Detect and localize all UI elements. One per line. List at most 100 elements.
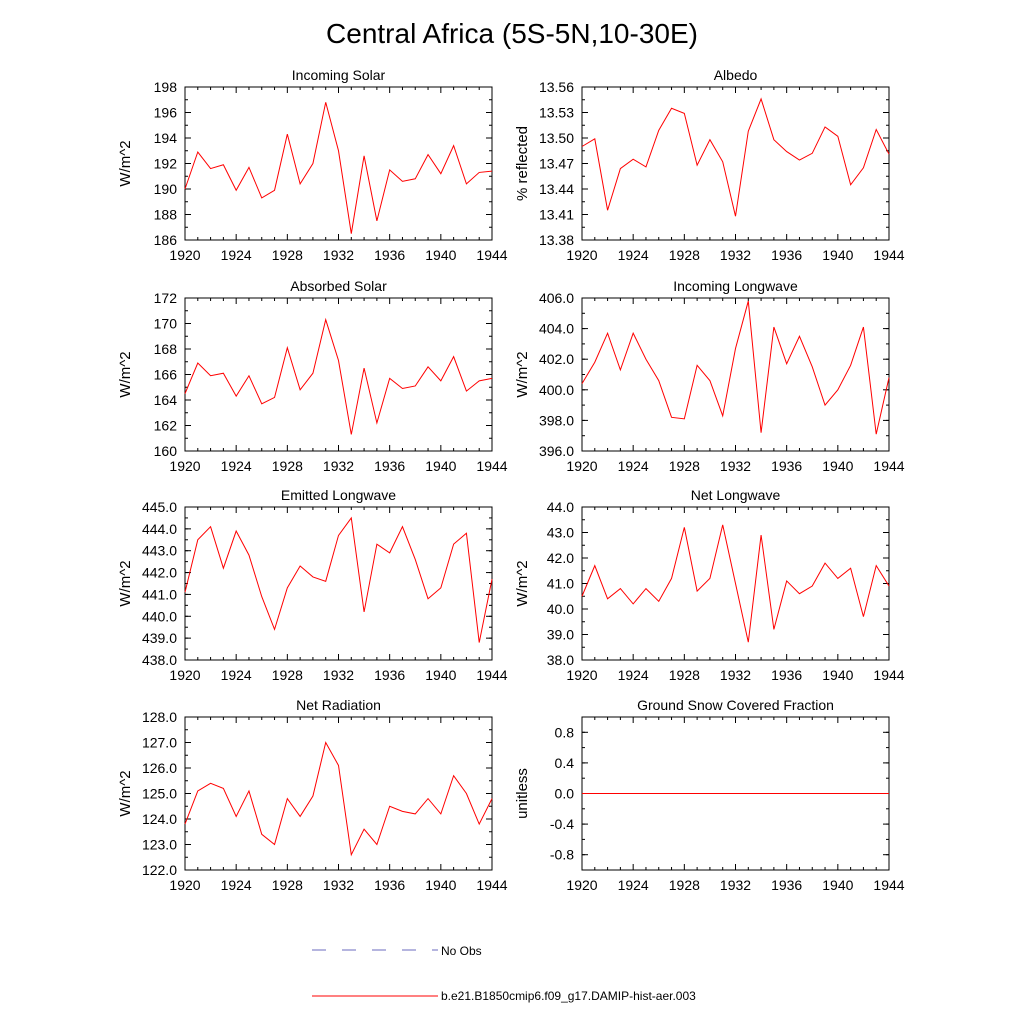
y-tick-label: 42.0 [547,550,574,566]
x-tick-label: 1920 [566,877,597,893]
y-tick-label: 0.8 [555,724,575,740]
panel-title: Incoming Longwave [673,278,798,294]
y-tick-label: 164 [154,392,178,408]
x-tick-label: 1944 [476,458,507,474]
x-tick-label: 1920 [169,247,200,263]
y-tick-label: 192 [154,156,178,172]
x-tick-label: 1928 [669,458,700,474]
y-tick-label: 13.47 [539,156,574,172]
panel-title: Ground Snow Covered Fraction [637,697,834,713]
y-tick-label: 404.0 [539,321,574,337]
x-tick-label: 1920 [566,458,597,474]
x-tick-label: 1944 [873,667,904,683]
y-tick-label: 13.38 [539,232,574,248]
y-tick-label: 123.0 [142,837,177,853]
x-tick-label: 1940 [822,247,853,263]
panel-albedo: Albedo % reflected 1920 1924 1928 1932 1936 194… [514,67,905,263]
panel-net-radiation: Net Radiation W/m^2 1920 1924 1928 1932 1936 19… [117,697,508,893]
x-tick-label: 1924 [618,247,649,263]
y-tick-label: 41.0 [547,576,574,592]
y-axis-label: W/m^2 [117,351,134,397]
y-tick-label: 160 [154,443,178,459]
panel-title: Absorbed Solar [290,278,387,294]
y-tick-label: 196 [154,105,178,121]
series-line [184,317,493,435]
panel-ground-snow-covered-fraction: Ground Snow Covered Fraction unitless 1920… [514,697,905,893]
x-tick-label: 1936 [374,458,405,474]
x-tick-label: 1928 [272,458,303,474]
series-line [184,516,493,643]
y-axis-label: unitless [514,768,531,819]
y-tick-label: 40.0 [547,601,574,617]
y-tick-label: 186 [154,232,178,248]
x-tick-label: 1944 [873,247,904,263]
y-tick-label: 43.0 [547,525,574,541]
panel-emitted-longwave: Emitted Longwave W/m^2 1920 1924 1928 1932 193… [117,487,508,683]
x-tick-label: 1944 [476,877,507,893]
x-tick-label: 1944 [476,667,507,683]
x-tick-label: 1920 [169,458,200,474]
x-tick-label: 1924 [221,247,252,263]
x-tick-label: 1940 [822,877,853,893]
y-tick-label: 124.0 [142,811,177,827]
x-tick-label: 1940 [425,667,456,683]
y-tick-label: 162 [154,418,178,434]
y-tick-label: 127.0 [142,735,177,751]
x-tick-label: 1924 [618,667,649,683]
y-tick-label: 39.0 [547,627,574,643]
y-tick-label: 190 [154,181,178,197]
x-tick-label: 1932 [720,877,751,893]
panels-group: Incoming Solar W/m^2 1920 1924 1928 1932 1936 1… [117,67,905,893]
y-tick-label: -0.8 [550,847,574,863]
panel-title: Emitted Longwave [281,487,396,503]
x-tick-label: 1940 [822,458,853,474]
y-tick-label: 406.0 [539,290,574,306]
x-tick-label: 1928 [272,667,303,683]
legend-label-model: b.e21.B1850cmip6.f09_g17.DAMIP-hist-aer.… [441,989,696,1003]
panel-title: Net Radiation [296,697,381,713]
x-tick-label: 1928 [272,247,303,263]
y-tick-label: 443.0 [142,543,177,559]
panel-absorbed-solar: Absorbed Solar W/m^2 1920 1924 1928 1932 1936 1… [117,278,508,474]
y-tick-label: 442.0 [142,565,177,581]
y-tick-label: 441.0 [142,586,177,602]
y-axis-label: W/m^2 [117,140,134,186]
y-tick-label: 172 [154,290,178,306]
panel-incoming-solar: Incoming Solar W/m^2 1920 1924 1928 1932 1936 1… [117,67,508,263]
y-tick-label: 13.53 [539,105,574,121]
panel-incoming-longwave: Incoming Longwave W/m^2 1920 1924 1928 1932 19… [514,278,905,474]
series-line [581,97,890,217]
x-tick-label: 1932 [720,667,751,683]
y-axis-label: W/m^2 [117,560,134,606]
x-tick-label: 1928 [669,247,700,263]
x-tick-label: 1928 [669,667,700,683]
x-tick-label: 1932 [323,458,354,474]
y-tick-label: 125.0 [142,786,177,802]
x-tick-label: 1944 [476,247,507,263]
y-tick-label: 38.0 [547,652,574,668]
y-tick-label: 396.0 [539,443,574,459]
y-tick-label: 13.56 [539,79,574,95]
y-tick-label: 0.0 [555,786,575,802]
legend: No Obs b.e21.B1850cmip6.f09_g17.DAMIP-hi… [312,944,696,1003]
y-tick-label: 398.0 [539,412,574,428]
series-line [184,102,493,234]
x-tick-label: 1928 [272,877,303,893]
panel-title: Net Longwave [691,487,781,503]
y-tick-label: 198 [154,79,178,95]
panel-title: Incoming Solar [292,67,386,83]
x-tick-label: 1932 [720,247,751,263]
x-tick-label: 1924 [221,877,252,893]
x-tick-label: 1920 [169,667,200,683]
y-tick-label: 13.50 [539,130,574,146]
y-tick-label: 438.0 [142,652,177,668]
y-tick-label: -0.4 [550,816,574,832]
x-tick-label: 1936 [771,877,802,893]
x-tick-label: 1944 [873,458,904,474]
panel-title: Albedo [714,67,758,83]
y-tick-label: 188 [154,207,178,223]
x-tick-label: 1924 [618,877,649,893]
y-tick-label: 128.0 [142,709,177,725]
series-line [581,524,890,643]
y-tick-label: 166 [154,367,178,383]
